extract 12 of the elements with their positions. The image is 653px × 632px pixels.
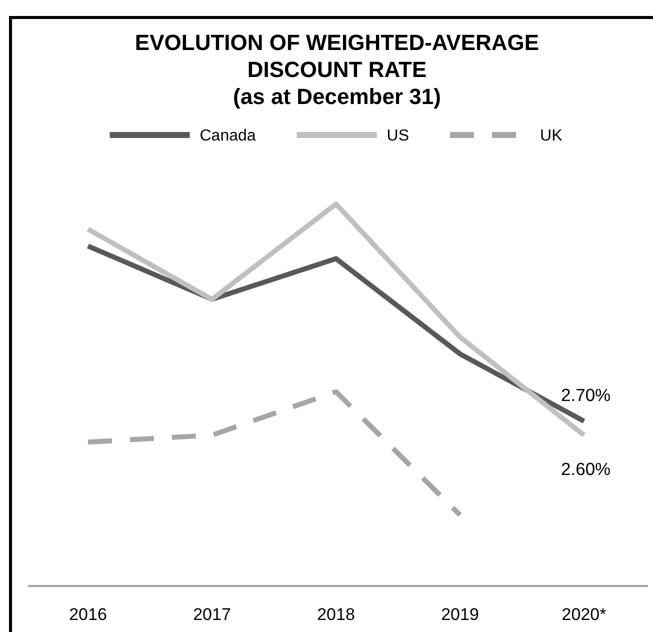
chart-subtitle: (as at December 31) <box>233 84 441 109</box>
data-label: 2.60% <box>561 459 611 480</box>
chart-title: EVOLUTION OF WEIGHTED-AVERAGE DISCOUNT RATE <box>134 30 540 82</box>
legend-label: US <box>386 128 410 144</box>
legend-label: Canada <box>200 128 256 144</box>
x-tick-label: 2020* <box>562 605 607 624</box>
x-tick-label: 2018 <box>317 605 355 624</box>
x-tick-label: 2016 <box>69 605 107 624</box>
x-tick-label: 2017 <box>193 605 231 624</box>
legend-label: UK <box>540 128 563 144</box>
x-tick-label: 2019 <box>441 605 479 624</box>
data-label: 2.70% <box>561 385 611 406</box>
